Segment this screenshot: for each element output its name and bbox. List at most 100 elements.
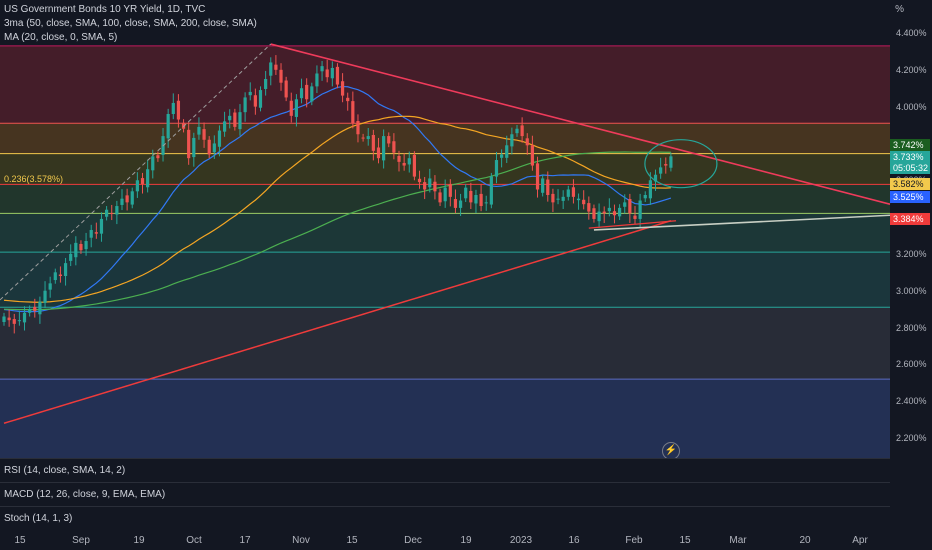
candle-body <box>248 91 252 96</box>
time-tick-label: Dec <box>404 535 422 546</box>
candle-body <box>233 112 237 127</box>
candle-body <box>582 199 586 205</box>
time-tick-label: Mar <box>729 535 747 546</box>
candle-body <box>279 69 283 83</box>
candle-body <box>79 243 83 251</box>
candle-body <box>659 167 663 174</box>
candle-body <box>576 198 581 201</box>
candle-body <box>335 66 340 85</box>
candle-body <box>243 97 247 113</box>
candle-body <box>376 147 381 159</box>
study-3ma-label[interactable]: 3ma (50, close, SMA, 100, close, SMA, 20… <box>4 18 257 29</box>
candle-body <box>433 181 437 192</box>
candle-body <box>633 215 637 219</box>
fib-band <box>0 123 890 154</box>
candle-body <box>94 232 98 234</box>
candle-body <box>299 88 304 99</box>
candle-body <box>207 139 211 155</box>
ma50-line <box>3 115 671 303</box>
candle-body <box>212 143 216 153</box>
candle-body <box>402 162 406 166</box>
candle-body <box>33 306 37 311</box>
candle-body <box>530 145 534 166</box>
time-tick-label: Apr <box>852 535 868 546</box>
candle-body <box>120 198 124 205</box>
fib-band <box>0 379 890 458</box>
price-tag: 3.582% <box>890 178 930 190</box>
candle-body <box>464 187 468 199</box>
candle-body <box>69 253 73 261</box>
candle-body <box>264 79 268 89</box>
candle-body <box>382 136 386 161</box>
support-trendline <box>593 214 891 231</box>
candle-body <box>469 190 473 203</box>
candle-body <box>592 208 596 219</box>
stoch-label[interactable]: Stoch (14, 1, 3) <box>4 513 73 524</box>
macd-label[interactable]: MACD (12, 26, close, 9, EMA, EMA) <box>4 489 166 500</box>
candle-body <box>43 290 47 303</box>
candle-body <box>274 64 278 70</box>
study-ma-label[interactable]: MA (20, close, 0, SMA, 5) <box>4 32 118 43</box>
candle-body <box>84 241 88 250</box>
candle-body <box>140 178 145 184</box>
time-tick-label: 19 <box>133 535 145 546</box>
candle-body <box>320 66 324 72</box>
candle-body <box>105 209 109 217</box>
price-chart[interactable] <box>0 0 932 458</box>
candle-body <box>253 95 257 107</box>
candle-body <box>438 192 442 203</box>
candle-body <box>505 145 509 158</box>
candle-body <box>443 187 447 202</box>
candle-body <box>2 316 6 323</box>
candle-body <box>284 80 288 98</box>
candle-body <box>166 114 170 139</box>
short-support-line <box>588 220 677 229</box>
macd-pane[interactable]: MACD (12, 26, close, 9, EMA, EMA) <box>0 482 890 507</box>
candle-body <box>238 112 242 130</box>
candle-body <box>135 180 139 192</box>
candle-body <box>361 137 365 139</box>
candle-body <box>643 195 647 199</box>
candle-body <box>387 136 391 144</box>
candle-body <box>423 182 427 190</box>
candle-body <box>202 129 206 140</box>
candle-body <box>556 198 560 200</box>
candle-body <box>638 200 642 219</box>
candle-body <box>222 121 227 132</box>
axis-unit: % <box>895 4 904 15</box>
candle-body <box>546 179 550 195</box>
time-tick-label: 19 <box>460 535 472 546</box>
candle-body <box>392 141 396 153</box>
candle-body <box>525 138 529 146</box>
candle-body <box>566 189 570 197</box>
candle-body <box>187 129 191 159</box>
candle-body <box>53 272 57 281</box>
candle-body <box>325 69 329 78</box>
fib-label: 0.236(3.578%) <box>4 174 64 184</box>
candle-body <box>28 309 32 313</box>
candle-body <box>597 211 601 222</box>
candle-body <box>520 125 524 137</box>
candle-body <box>474 195 478 204</box>
candle-body <box>428 178 432 188</box>
price-tick-label: 3.000% <box>896 285 927 296</box>
candle-body <box>669 156 673 168</box>
price-tag: 3.384% <box>890 213 930 225</box>
candle-body <box>535 163 540 190</box>
rsi-label[interactable]: RSI (14, close, SMA, 14, 2) <box>4 465 126 476</box>
time-tick-label: 16 <box>568 535 580 546</box>
candle-body <box>330 67 334 79</box>
ma100-line <box>3 151 671 311</box>
stoch-pane[interactable]: Stoch (14, 1, 3) <box>0 506 890 531</box>
chart-title: US Government Bonds 10 YR Yield, 1D, TVC <box>4 4 206 15</box>
candle-body <box>607 207 611 212</box>
fib-band <box>0 307 890 380</box>
candle-body <box>217 130 222 147</box>
fib-band <box>0 213 890 253</box>
time-tick-label: 2023 <box>509 535 533 546</box>
resistance-trendline <box>270 43 891 205</box>
rsi-pane[interactable]: RSI (14, close, SMA, 14, 2) <box>0 458 890 483</box>
candle-body <box>289 100 293 116</box>
candle-body <box>346 97 350 102</box>
candle-body <box>571 187 576 197</box>
